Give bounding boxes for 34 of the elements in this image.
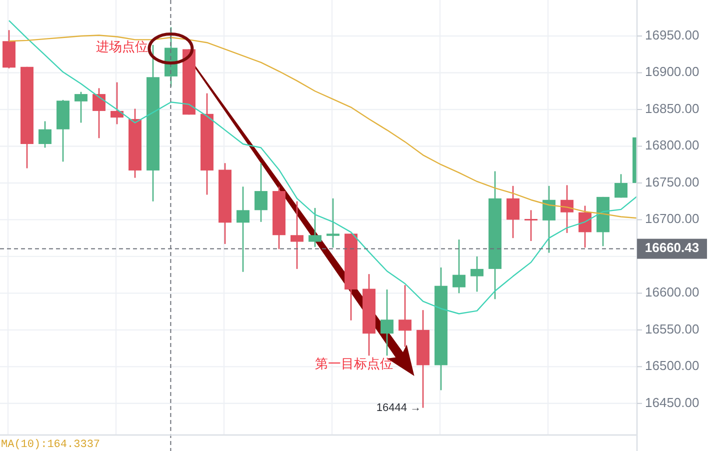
candlestick [380,288,394,356]
y-tick-label: 16850.00 [645,100,700,116]
candlestick [92,88,106,139]
candlestick [560,184,574,234]
candlestick [38,120,52,148]
candlestick [398,284,412,348]
y-tick-label: 16700.00 [645,211,700,226]
y-tick-label: 16450.00 [645,394,700,410]
text: MA(10):164.3337 [1,439,100,451]
annotation: 第一目标点位 [315,356,393,371]
annotation: 16444 → [376,402,421,414]
y-tick-label: 16600.00 [645,284,700,300]
y-tick-label: 16900.00 [645,64,700,80]
y-tick-label: 16800.00 [645,138,700,153]
candlestick [506,185,520,239]
candlestick [470,256,484,292]
y-tick-label: 16500.00 [645,358,700,374]
candlestick [74,91,88,124]
y-tick-label: 16550.00 [645,321,700,336]
candlestick [452,238,466,294]
candlestick [308,207,322,248]
candlestick [614,173,628,198]
candlestick [542,185,556,254]
candlestick [326,198,340,248]
y-tick-label: 16750.00 [645,174,700,190]
candlestick [110,82,124,125]
candlestick [290,200,304,270]
candlestick [524,210,538,242]
candlestick [578,205,592,248]
candlestick [236,186,250,273]
ref-line-label: 16660.43 [644,240,700,256]
candlestick [254,162,268,223]
annotation: 进场点位 [96,39,148,54]
y-tick-label: 16950.00 [645,27,700,42]
